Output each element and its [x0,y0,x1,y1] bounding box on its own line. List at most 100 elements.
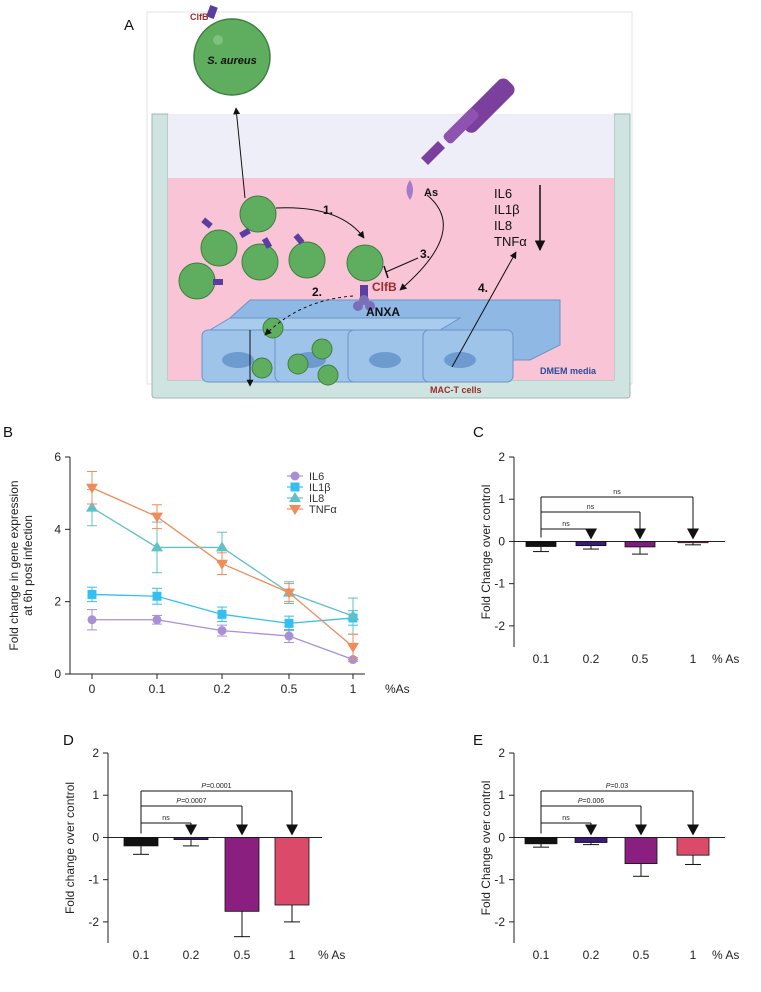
data-point [347,642,359,653]
x-tick-label: 0.5 [632,652,649,666]
y-tick-label: -2 [494,915,505,929]
y-tick-label: 1 [498,788,505,802]
data-point [217,609,227,619]
arsenic-label: As [424,187,438,199]
x-axis-title: % As [712,652,739,666]
mac-t-cells-label: MAC-T cells [430,385,482,395]
x-tick-label: 1 [289,948,296,962]
y-tick-label: -1 [88,873,99,887]
free-bacteria [178,195,384,300]
release-arrow [233,107,246,199]
data-point [151,512,163,523]
data-point [347,610,359,621]
significance-label: ns [613,489,621,496]
clfb-anxa-binding [353,285,375,311]
panel-letter-b: B [3,424,13,441]
data-point [151,541,163,552]
significance-label: P=0.0007 [176,798,206,805]
y-tick-label: 0 [498,830,505,844]
data-point [152,615,162,625]
dropper-icon [406,78,515,200]
y-tick-label: 0 [92,830,99,844]
bar [677,541,709,544]
step-3-inhibit [385,257,419,273]
data-point [284,618,294,628]
sig-arrowhead [585,824,597,836]
anxa-label: ANXA [366,305,400,319]
significance-label: ns [562,521,570,528]
step-label: 2. [312,285,322,299]
cytokine-label: IL1β [494,202,520,217]
legend-marker [290,482,300,492]
culture-vessel [151,113,631,399]
y-tick-label: 2 [498,746,505,760]
cytokine-label: TNFα [494,234,527,249]
panel-letter-d: D [63,732,74,749]
x-axis-title: % As [318,948,345,962]
headspace [168,114,614,178]
panel-letter-c: C [473,424,484,441]
sig-arrowhead [687,824,699,836]
bar [524,837,558,845]
x-tick-label: 0.2 [583,948,600,962]
legend-label: IL8 [309,493,324,505]
x-tick-label: 1 [690,652,697,666]
y-axis-title-line: Fold change in gene expression [7,480,21,650]
panel-letter-a: A [124,17,134,34]
data-point [216,541,228,552]
x-tick-label: 0.5 [633,948,650,962]
panel-a-diagram: A [124,4,633,399]
y-tick-label: -1 [494,577,505,591]
data-point [283,588,295,599]
x-tick-label: 0.1 [533,948,550,962]
significance-value: =0.0001 [206,783,232,790]
y-axis-title: Fold change in gene expressionat 6h post… [7,480,35,650]
y-tick-label: 6 [54,450,61,464]
x-tick-label: 1 [690,948,697,962]
legend-label: IL1β [309,482,331,494]
bar [525,541,557,547]
y-tick-label: 2 [92,746,99,760]
legend-marker [289,505,301,515]
legend-marker [290,471,300,481]
step-1-arrow [275,207,365,239]
significance-label: ns [162,815,170,822]
x-tick-label: 0.1 [133,948,150,962]
y-tick-label: 2 [54,595,61,609]
bar [624,541,656,548]
bar [676,837,710,856]
significance-label: ns [562,815,570,822]
significance-p: P [578,798,583,805]
y-axis-title: Fold change over control [63,782,77,914]
y-axis-title: Fold Change over control [479,781,493,916]
cytokine-label: IL6 [494,186,512,201]
y-tick-label: 1 [92,788,99,802]
x-tick-label: 0.2 [214,682,231,696]
y-tick-label: 0 [498,534,505,548]
sig-arrowhead [236,824,248,836]
cytokine-label: IL8 [494,218,512,233]
x-tick-label: 0.2 [583,652,600,666]
significance-label: P=0.03 [606,783,628,790]
significance-value: =0.03 [610,783,628,790]
y-tick-label: 4 [54,522,61,536]
x-tick-label: 0.1 [149,682,166,696]
step-label: 1. [323,203,333,217]
significance-p: P [201,783,206,790]
s-aureus-bacterium: S. aureus ClfB [190,4,271,96]
chart-e: -2 -1 0 1 2 0.1 0.2 0.5 1 % As Fold Change over co… [479,746,739,962]
significance-label: P=0.0001 [201,783,231,790]
data-point [216,559,228,570]
bar [224,837,260,912]
sig-arrowhead [585,528,597,540]
bar [624,837,658,865]
clfb-cell-label: ClfB [372,280,397,294]
step-2-arrow [264,295,354,336]
legend-label: TNFα [309,504,337,516]
y-axis-title: Fold Change over control [479,485,493,620]
y-tick-label: 2 [498,450,505,464]
bar [574,837,608,843]
chart-c: -2 -1 0 1 2 0.1 0.2 0.5 1 % As Fold Change over co… [479,450,739,666]
bar [123,837,159,847]
